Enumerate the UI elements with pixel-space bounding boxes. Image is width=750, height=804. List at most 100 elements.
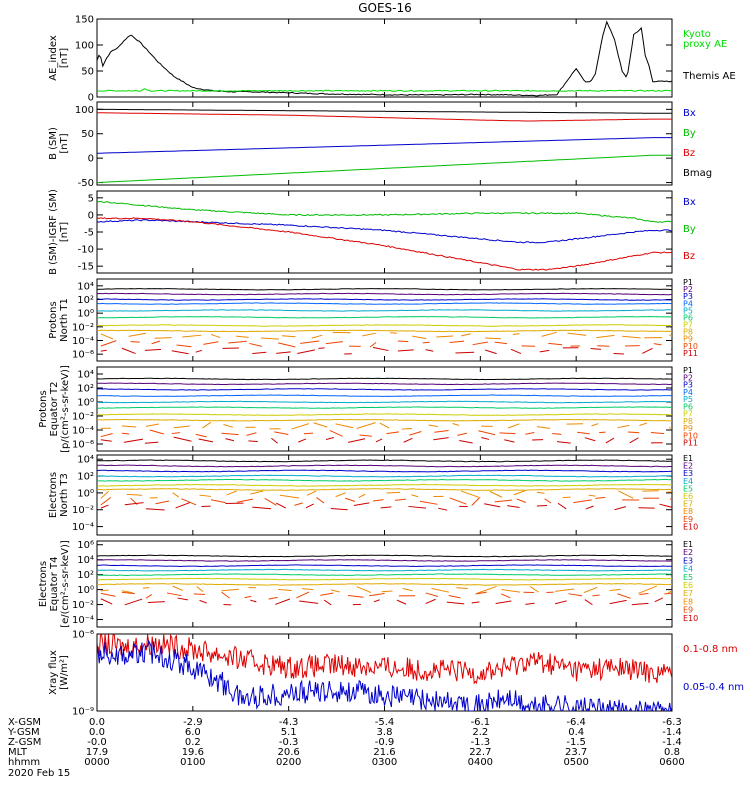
level-segment-e8: [101, 491, 109, 498]
level-segment-e8: [589, 495, 596, 496]
y-tick-label: 10⁰: [77, 309, 94, 320]
level-segment-e10: [176, 503, 190, 508]
level-segment-e10: [101, 505, 109, 508]
x-axis-value: 0000: [84, 757, 109, 768]
y-tick-label: 150: [75, 15, 94, 26]
level-segment-p10: [249, 343, 261, 346]
level-segment-e9: [495, 500, 512, 502]
y-tick-label: 10⁰: [77, 585, 94, 596]
level-segment-e10: [324, 600, 331, 605]
level-segment-p9: [542, 332, 557, 336]
level-line-e4: [97, 475, 672, 477]
level-segment-p10: [196, 434, 207, 436]
level-segment-p10: [101, 433, 113, 436]
panel-frame: [97, 455, 672, 535]
y-tick-label: 0: [88, 210, 94, 221]
level-segment-e9: [296, 592, 309, 598]
level-segment-e8: [584, 587, 597, 592]
level-line-e5: [97, 574, 672, 576]
level-segment-e9: [245, 596, 252, 598]
level-segment-e8: [336, 493, 346, 497]
level-segment-e9: [450, 498, 467, 504]
level-segment-e9: [146, 595, 152, 599]
level-segment-p10: [398, 341, 408, 342]
level-segment-p9: [402, 428, 412, 429]
x-axis-date: 2020 Feb 15: [8, 768, 70, 779]
y-tick-label: 10⁶: [77, 540, 94, 551]
level-segment-e10: [438, 508, 447, 510]
level-segment-p10: [552, 434, 561, 435]
level-segment-e8: [200, 495, 211, 496]
level-segment-e9: [316, 497, 324, 503]
level-segment-p10: [434, 431, 448, 433]
level-segment-e8: [302, 589, 313, 590]
y-tick-label: 10⁰: [77, 488, 94, 499]
level-segment-e10: [655, 598, 663, 602]
level-segment-e10: [585, 600, 593, 605]
level-segment-e8: [530, 587, 538, 593]
level-segment-e8: [331, 590, 340, 592]
level-segment-p10: [326, 342, 343, 344]
x-axis-value: 0100: [180, 757, 205, 768]
y-tick-label: 10⁻⁹: [72, 707, 94, 718]
level-segment-e8: [197, 587, 203, 592]
x-axis-value: 0600: [659, 757, 684, 768]
level-segment-e9: [592, 595, 599, 596]
y-axis-label: Protons: [38, 390, 49, 427]
level-segment-p9: [336, 424, 354, 428]
level-segment-p10: [278, 343, 295, 347]
level-line-p5: [97, 401, 672, 403]
legend-label: 0.05-0.4 nm: [683, 682, 744, 693]
legend-label: Bx: [683, 197, 696, 208]
level-segment-p10: [360, 435, 372, 436]
y-tick-label: 10⁻⁶: [72, 630, 94, 641]
y-tick-label: -15: [78, 262, 94, 273]
level-segment-p11: [642, 348, 652, 353]
level-line-e6: [97, 484, 672, 486]
level-segment-e8: [250, 491, 263, 494]
level-segment-e9: [348, 595, 363, 597]
level-segment-p11: [348, 439, 365, 443]
level-line-e4: [97, 569, 672, 571]
level-segment-e10: [558, 503, 566, 509]
level-segment-p9: [314, 423, 328, 427]
level-segment-e10: [537, 505, 547, 506]
level-segment-p10: [654, 344, 662, 345]
level-segment-p9: [461, 334, 471, 336]
level-segment-p10: [304, 433, 313, 434]
level-segment-e10: [178, 598, 188, 600]
legend-label: By: [683, 128, 696, 139]
level-segment-p10: [152, 341, 160, 344]
level-segment-p11: [172, 351, 189, 354]
level-segment-p10: [172, 433, 180, 434]
level-segment-e10: [381, 507, 392, 508]
level-segment-p10: [386, 432, 399, 434]
level-line-e7: [97, 489, 672, 491]
y-tick-label: 10⁻⁴: [72, 426, 94, 437]
level-segment-p9: [568, 333, 587, 335]
y-tick-label: 100: [75, 105, 94, 116]
level-segment-p11: [433, 438, 448, 440]
y-axis-label: B (SM): [48, 127, 59, 160]
level-segment-p11: [585, 438, 595, 441]
level-segment-e10: [555, 601, 567, 604]
level-segment-p9: [282, 336, 296, 337]
level-segment-p11: [252, 352, 266, 353]
level-segment-p10: [577, 432, 590, 434]
level-segment-p9: [436, 336, 453, 337]
level-segment-e8: [668, 588, 679, 593]
level-segment-p10: [651, 433, 664, 434]
level-segment-e9: [517, 499, 526, 503]
level-segment-e10: [331, 508, 348, 509]
level-segment-e9: [501, 594, 510, 598]
level-segment-e9: [664, 593, 675, 594]
level-segment-e10: [632, 603, 649, 604]
series-line-by: [97, 201, 672, 222]
level-segment-p11: [459, 440, 472, 443]
legend-label: P11: [683, 349, 698, 358]
y-tick-label: 0: [88, 154, 94, 165]
y-tick-label: 10⁴: [77, 281, 94, 292]
